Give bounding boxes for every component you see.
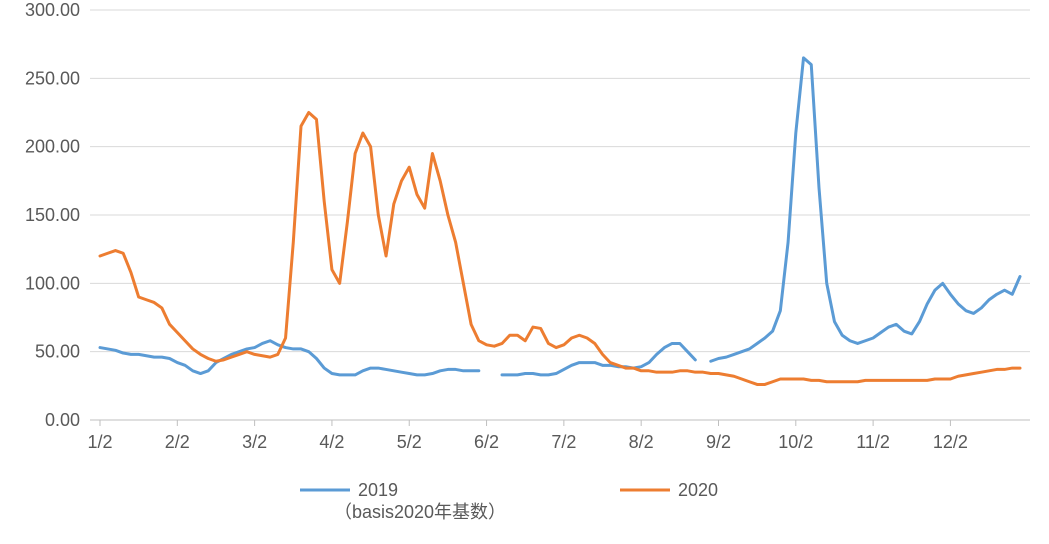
x-tick-label: 1/2 — [87, 432, 112, 452]
series-2020 — [100, 113, 1020, 385]
x-tick-label: 12/2 — [933, 432, 968, 452]
x-tick-label: 6/2 — [474, 432, 499, 452]
line-chart: 0.00 50.00 100.00 150.00 200.00 250.00 300.00 1… — [0, 0, 1049, 544]
legend-label: 2019 — [358, 480, 398, 500]
x-tick-label: 2/2 — [165, 432, 190, 452]
y-tick-label: 50.00 — [35, 342, 80, 362]
x-tick-label: 9/2 — [706, 432, 731, 452]
y-tick-label: 200.00 — [25, 137, 80, 157]
x-tick-label: 8/2 — [629, 432, 654, 452]
x-tick-label: 10/2 — [778, 432, 813, 452]
chart-svg: 0.00 50.00 100.00 150.00 200.00 250.00 300.00 1… — [0, 0, 1049, 544]
legend-subtitle: （basis2020年基数） — [334, 502, 506, 522]
x-tick-label: 5/2 — [397, 432, 422, 452]
x-tick-label: 11/2 — [856, 432, 890, 452]
y-tick-label: 0.00 — [45, 410, 80, 430]
series-2019 — [100, 58, 1020, 375]
x-tick-label: 7/2 — [551, 432, 576, 452]
y-tick-label: 250.00 — [25, 68, 80, 88]
y-tick-label: 300.00 — [25, 0, 80, 20]
x-tick-label: 4/2 — [319, 432, 344, 452]
y-tick-label: 100.00 — [25, 273, 80, 293]
x-tick-label: 3/2 — [242, 432, 267, 452]
legend-label: 2020 — [678, 480, 718, 500]
y-tick-label: 150.00 — [25, 205, 80, 225]
